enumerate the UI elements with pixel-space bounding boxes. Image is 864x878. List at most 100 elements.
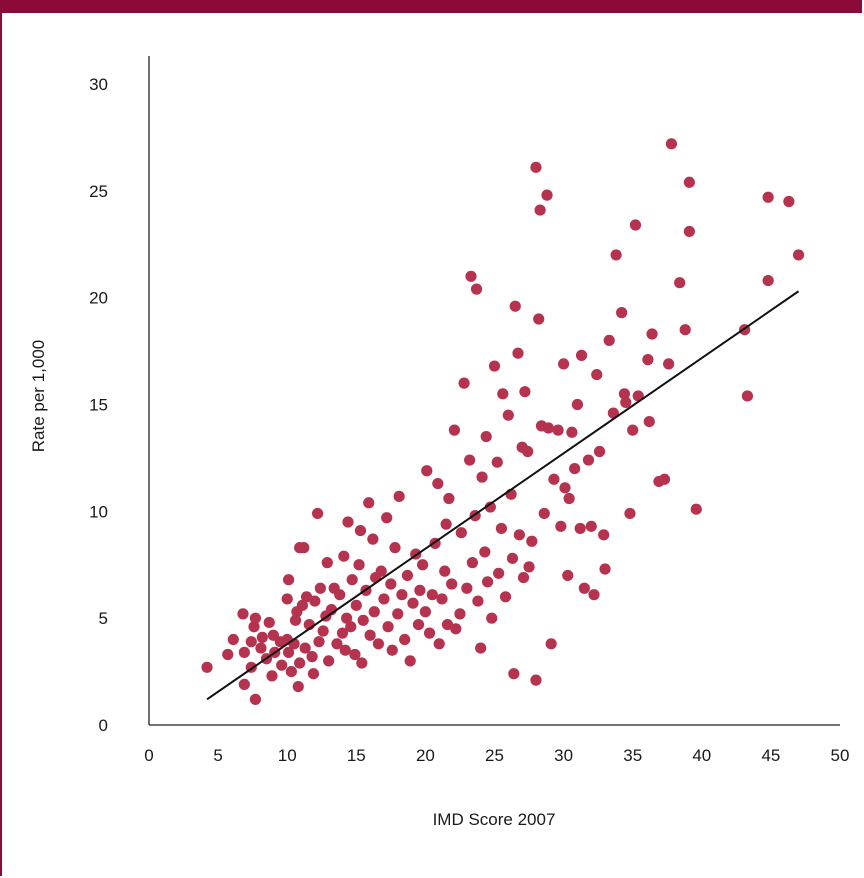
data-point: [338, 550, 350, 562]
data-point: [679, 324, 691, 336]
y-tick-label: 0: [99, 716, 108, 735]
data-point: [495, 522, 508, 535]
data-point: [538, 507, 550, 520]
x-tick-label: 10: [278, 746, 297, 765]
data-point: [559, 482, 571, 494]
data-point: [367, 533, 379, 545]
data-point: [441, 618, 454, 631]
data-point: [292, 680, 304, 693]
data-point: [571, 398, 584, 411]
data-point: [375, 565, 387, 577]
x-tick-label: 30: [554, 746, 573, 765]
data-point: [393, 490, 405, 502]
data-point: [616, 307, 628, 319]
data-point: [440, 518, 452, 530]
data-point: [401, 569, 414, 582]
x-tick-label: 15: [347, 746, 366, 765]
data-point: [300, 591, 313, 603]
data-point: [530, 161, 542, 173]
data-point: [439, 565, 451, 577]
data-point: [783, 195, 795, 208]
data-point: [356, 657, 368, 669]
data-point: [354, 524, 367, 537]
data-point: [552, 424, 564, 436]
data-point: [237, 608, 249, 620]
data-point: [342, 516, 354, 528]
data-point: [522, 445, 534, 458]
y-tick-label: 15: [89, 396, 108, 415]
data-point: [296, 599, 309, 611]
data-point: [339, 644, 351, 656]
data-point: [591, 368, 603, 381]
data-point: [472, 595, 484, 607]
x-tick-label: 20: [416, 746, 435, 765]
x-tick-label: 5: [213, 746, 222, 765]
data-point: [426, 589, 438, 601]
data-point: [201, 661, 213, 673]
data-point: [574, 522, 586, 535]
data-point: [364, 629, 376, 641]
data-point: [396, 589, 408, 601]
data-point: [762, 274, 774, 287]
data-point: [481, 576, 494, 588]
data-point: [248, 621, 260, 633]
x-tick-labels: 0 5 10 15 20 25 30 35 40 45 50: [144, 746, 849, 765]
y-tick-labels: 0 5 10 15 20 25 30: [89, 75, 108, 735]
data-point: [433, 638, 445, 650]
data-point: [491, 456, 503, 468]
x-tick-label: 25: [485, 746, 504, 765]
data-point: [346, 574, 358, 586]
data-point: [357, 614, 369, 626]
data-point: [646, 328, 658, 340]
data-point: [588, 589, 600, 601]
data-point: [607, 407, 619, 419]
data-point: [455, 527, 467, 539]
data-point: [585, 520, 597, 532]
data-point: [334, 589, 346, 601]
data-point: [263, 616, 275, 629]
data-point: [530, 674, 542, 686]
data-point: [508, 668, 520, 680]
data-point: [368, 606, 380, 618]
data-point: [563, 492, 575, 505]
data-point: [321, 557, 333, 569]
data-point: [386, 644, 398, 656]
data-point: [281, 593, 293, 605]
data-point: [558, 358, 570, 370]
data-point: [341, 612, 353, 624]
y-tick-label: 30: [89, 75, 108, 94]
trend-line: [206, 290, 800, 701]
data-point: [350, 599, 362, 611]
data-point: [331, 638, 343, 650]
data-point: [245, 636, 257, 648]
data-point: [423, 627, 436, 639]
data-point: [792, 249, 805, 261]
data-point: [372, 638, 385, 650]
data-point: [432, 477, 444, 490]
data-point: [363, 497, 375, 509]
data-point: [624, 507, 636, 520]
data-point: [414, 584, 426, 596]
data-point: [599, 563, 611, 575]
data-point: [488, 360, 501, 372]
data-point: [458, 377, 470, 389]
data-point: [404, 655, 416, 667]
data-point: [282, 574, 295, 586]
data-point: [598, 529, 610, 541]
data-point: [475, 642, 487, 654]
y-tick-label: 5: [99, 609, 108, 628]
data-point: [566, 426, 578, 438]
data-point: [443, 492, 455, 505]
data-point: [336, 627, 349, 639]
data-point: [499, 591, 512, 603]
data-point: [497, 388, 509, 400]
data-point: [690, 503, 702, 515]
data-point: [582, 454, 595, 466]
data-point: [663, 358, 675, 370]
data-point: [314, 582, 326, 594]
data-point: [519, 386, 531, 398]
y-tick-label: 25: [89, 182, 108, 201]
data-point: [683, 225, 695, 238]
data-point: [533, 313, 545, 325]
